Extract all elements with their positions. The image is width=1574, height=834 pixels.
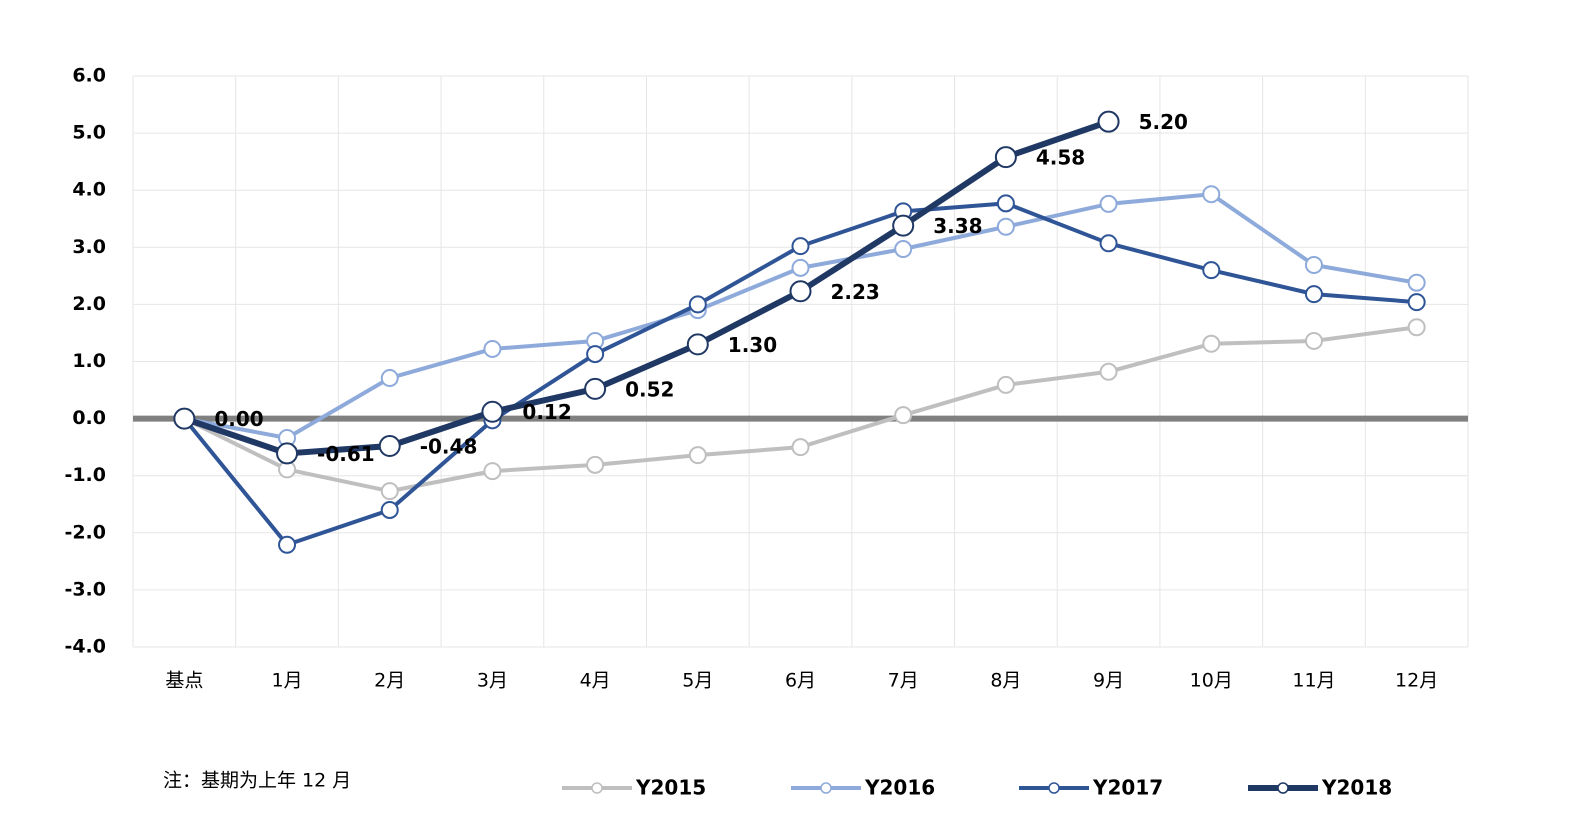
point bbox=[791, 438, 810, 457]
point bbox=[996, 217, 1015, 236]
point bbox=[1407, 273, 1426, 292]
series-line bbox=[183, 118, 1110, 457]
point bbox=[994, 146, 1017, 169]
data-label: 1.30 bbox=[728, 333, 777, 357]
x-tick-label: 12月 bbox=[1395, 670, 1438, 692]
data-label: 0.00 bbox=[214, 407, 263, 431]
point bbox=[686, 333, 709, 356]
y-tick-label: 1.0 bbox=[72, 350, 106, 372]
point bbox=[1407, 293, 1426, 312]
y-tick-label: 0.0 bbox=[72, 407, 106, 429]
point bbox=[378, 435, 401, 458]
y-tick-label: -3.0 bbox=[64, 578, 106, 600]
x-tick-label: 6月 bbox=[785, 670, 816, 692]
x-tick-label: 3月 bbox=[477, 670, 508, 692]
data-label: 0.12 bbox=[522, 400, 571, 424]
point bbox=[1304, 256, 1323, 275]
y-tick-label: -1.0 bbox=[64, 464, 106, 486]
point bbox=[996, 194, 1015, 213]
point bbox=[791, 237, 810, 256]
legend-label: Y2017 bbox=[1092, 776, 1163, 800]
point bbox=[894, 240, 913, 259]
point bbox=[1304, 285, 1323, 304]
point bbox=[1099, 234, 1118, 253]
y-tick-label: 6.0 bbox=[72, 65, 106, 87]
point bbox=[173, 407, 196, 430]
point bbox=[1304, 331, 1323, 350]
legend-label: Y2016 bbox=[864, 776, 935, 800]
y-tick-label: 4.0 bbox=[72, 179, 106, 201]
data-label: -0.61 bbox=[317, 442, 375, 466]
data-label: 5.20 bbox=[1139, 110, 1188, 134]
point bbox=[380, 369, 399, 388]
point bbox=[1099, 362, 1118, 381]
legend-marker bbox=[1277, 782, 1289, 794]
point bbox=[1097, 110, 1120, 133]
legend-marker bbox=[820, 782, 832, 794]
y-tick-label: 2.0 bbox=[72, 293, 106, 315]
data-label: 4.58 bbox=[1036, 146, 1085, 170]
point bbox=[276, 442, 299, 465]
legend-label: Y2018 bbox=[1321, 776, 1392, 800]
y-tick-label: 3.0 bbox=[72, 236, 106, 258]
x-tick-label: 5月 bbox=[682, 670, 713, 692]
point bbox=[791, 258, 810, 277]
point bbox=[1407, 318, 1426, 337]
point bbox=[789, 280, 812, 303]
legend-marker bbox=[1048, 782, 1060, 794]
point bbox=[1202, 334, 1221, 353]
data-label: -0.48 bbox=[420, 435, 478, 459]
x-tick-label: 7月 bbox=[888, 670, 919, 692]
point bbox=[892, 214, 915, 237]
point bbox=[1202, 261, 1221, 280]
x-tick-label: 11月 bbox=[1292, 670, 1335, 692]
series-line bbox=[183, 325, 1417, 494]
point bbox=[894, 406, 913, 425]
x-tick-label: 9月 bbox=[1093, 670, 1124, 692]
point bbox=[1202, 185, 1221, 204]
x-tick-label: 2月 bbox=[374, 670, 405, 692]
point bbox=[586, 455, 605, 474]
point bbox=[996, 375, 1015, 394]
point bbox=[380, 500, 399, 519]
x-tick-label: 8月 bbox=[990, 670, 1021, 692]
legend-marker bbox=[591, 782, 603, 794]
y-tick-label: -4.0 bbox=[64, 636, 106, 658]
x-tick-label: 1月 bbox=[271, 670, 302, 692]
point bbox=[483, 462, 502, 481]
x-tick-label: 10月 bbox=[1190, 670, 1233, 692]
x-tick-label: 基点 bbox=[165, 670, 203, 692]
note: 注：基期为上年 12 月 bbox=[163, 770, 351, 792]
y-tick-label: 5.0 bbox=[72, 122, 106, 144]
point bbox=[586, 345, 605, 364]
point bbox=[380, 482, 399, 501]
data-label: 3.38 bbox=[933, 214, 982, 238]
y-tick-label: -2.0 bbox=[64, 521, 106, 543]
point bbox=[481, 400, 504, 423]
data-label: 2.23 bbox=[831, 280, 880, 304]
point bbox=[483, 339, 502, 358]
legend-label: Y2015 bbox=[635, 776, 706, 800]
point bbox=[688, 295, 707, 314]
point bbox=[278, 535, 297, 554]
point bbox=[584, 377, 607, 400]
point bbox=[1099, 194, 1118, 213]
series-line bbox=[183, 192, 1417, 441]
point bbox=[688, 446, 707, 465]
x-tick-label: 4月 bbox=[580, 670, 611, 692]
data-label: 0.52 bbox=[625, 377, 674, 401]
